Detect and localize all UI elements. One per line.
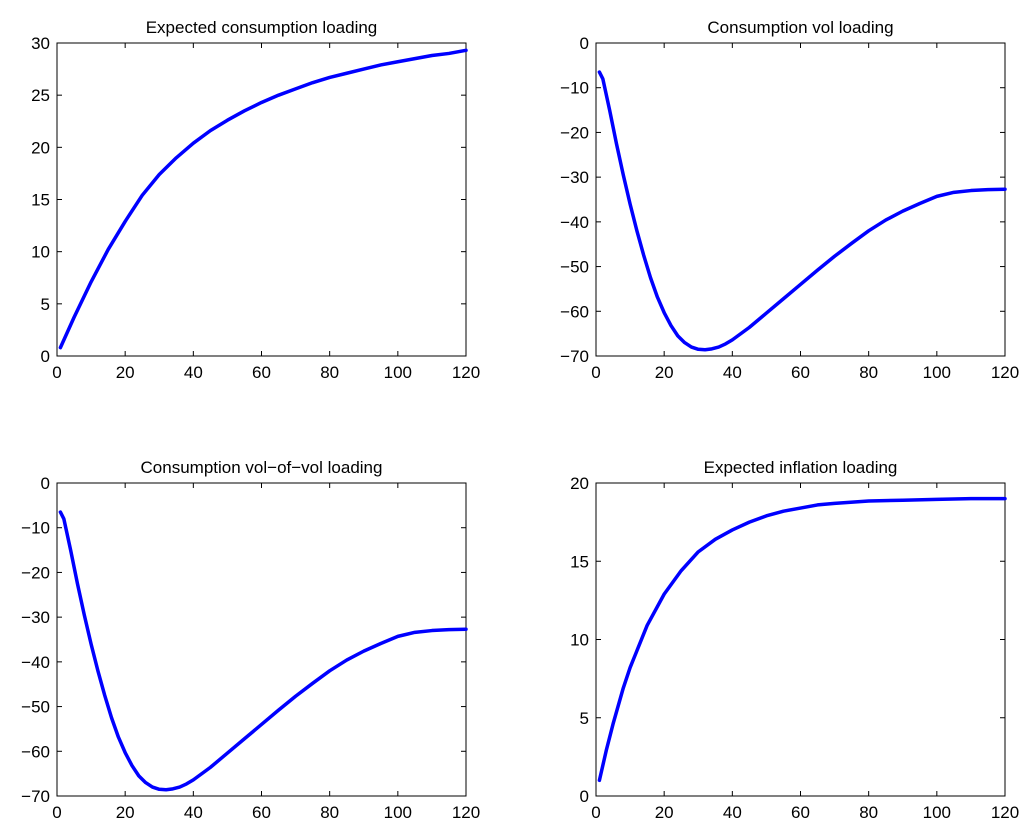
x-tick-label: 40 bbox=[723, 363, 742, 382]
y-tick-label: 0 bbox=[580, 787, 589, 806]
axes-box bbox=[595, 42, 1006, 357]
x-tick-label: 60 bbox=[252, 363, 271, 382]
y-tick-label: −50 bbox=[560, 258, 589, 277]
axes-box bbox=[595, 482, 1006, 797]
x-tick-label: 80 bbox=[859, 363, 878, 382]
y-tick-label: −20 bbox=[560, 123, 589, 142]
x-tick-label: 0 bbox=[52, 803, 61, 822]
chart-title: Expected inflation loading bbox=[704, 458, 898, 477]
x-tick-label: 0 bbox=[591, 803, 600, 822]
y-tick-label: −10 bbox=[560, 79, 589, 98]
chart-title: Expected consumption loading bbox=[146, 18, 378, 37]
y-tick-label: −70 bbox=[21, 787, 50, 806]
x-tick-label: 100 bbox=[923, 363, 951, 382]
y-tick-label: −50 bbox=[21, 698, 50, 717]
x-tick-label: 20 bbox=[655, 363, 674, 382]
y-tick-label: 20 bbox=[570, 474, 589, 493]
y-tick-label: −60 bbox=[560, 302, 589, 321]
y-tick-label: 15 bbox=[31, 191, 50, 210]
y-tick-label: −20 bbox=[21, 563, 50, 582]
chart-title: Consumption vol loading bbox=[707, 18, 893, 37]
x-tick-label: 100 bbox=[384, 803, 412, 822]
x-tick-label: 0 bbox=[52, 363, 61, 382]
x-tick-label: 60 bbox=[791, 363, 810, 382]
x-tick-label: 100 bbox=[923, 803, 951, 822]
x-tick-label: 60 bbox=[791, 803, 810, 822]
x-tick-label: 80 bbox=[320, 363, 339, 382]
y-tick-label: −40 bbox=[21, 653, 50, 672]
x-tick-label: 80 bbox=[320, 803, 339, 822]
y-tick-label: −70 bbox=[560, 347, 589, 366]
x-tick-label: 40 bbox=[184, 363, 203, 382]
y-tick-label: 15 bbox=[570, 552, 589, 571]
y-tick-label: −30 bbox=[560, 168, 589, 187]
series-line bbox=[58, 510, 468, 792]
x-tick-label: 20 bbox=[116, 803, 135, 822]
x-tick-label: 20 bbox=[116, 363, 135, 382]
series-line bbox=[58, 48, 468, 350]
x-tick-label: 120 bbox=[991, 363, 1019, 382]
x-tick-label: 60 bbox=[252, 803, 271, 822]
x-tick-label: 120 bbox=[991, 803, 1019, 822]
axes-box bbox=[56, 42, 467, 357]
y-tick-label: 20 bbox=[31, 138, 50, 157]
y-tick-label: 25 bbox=[31, 86, 50, 105]
y-tick-label: −60 bbox=[21, 742, 50, 761]
chart-title: Consumption vol−of−vol loading bbox=[141, 458, 383, 477]
x-tick-label: 0 bbox=[591, 363, 600, 382]
y-tick-label: 10 bbox=[570, 631, 589, 650]
x-tick-label: 80 bbox=[859, 803, 878, 822]
subplot-3: Consumption vol−of−vol loading 0 20 40 60 80 1… bbox=[21, 458, 480, 822]
x-tick-label: 40 bbox=[184, 803, 203, 822]
y-tick-label: 5 bbox=[580, 709, 589, 728]
x-tick-label: 120 bbox=[452, 363, 480, 382]
y-tick-label: −10 bbox=[21, 519, 50, 538]
x-tick-label: 40 bbox=[723, 803, 742, 822]
subplot-2: Consumption vol loading 0 20 40 60 80 100 120 −7… bbox=[560, 18, 1019, 382]
series-line bbox=[597, 496, 1007, 783]
y-tick-label: 0 bbox=[41, 347, 50, 366]
y-tick-label: −30 bbox=[21, 608, 50, 627]
y-tick-label: 0 bbox=[41, 474, 50, 493]
y-tick-label: −40 bbox=[560, 213, 589, 232]
y-tick-label: 30 bbox=[31, 34, 50, 53]
series-line bbox=[597, 70, 1007, 352]
x-tick-label: 100 bbox=[384, 363, 412, 382]
x-tick-label: 20 bbox=[655, 803, 674, 822]
y-tick-label: 10 bbox=[31, 243, 50, 262]
x-tick-label: 120 bbox=[452, 803, 480, 822]
y-tick-label: 5 bbox=[41, 295, 50, 314]
axes-box bbox=[56, 482, 467, 797]
y-tick-label: 0 bbox=[580, 34, 589, 53]
